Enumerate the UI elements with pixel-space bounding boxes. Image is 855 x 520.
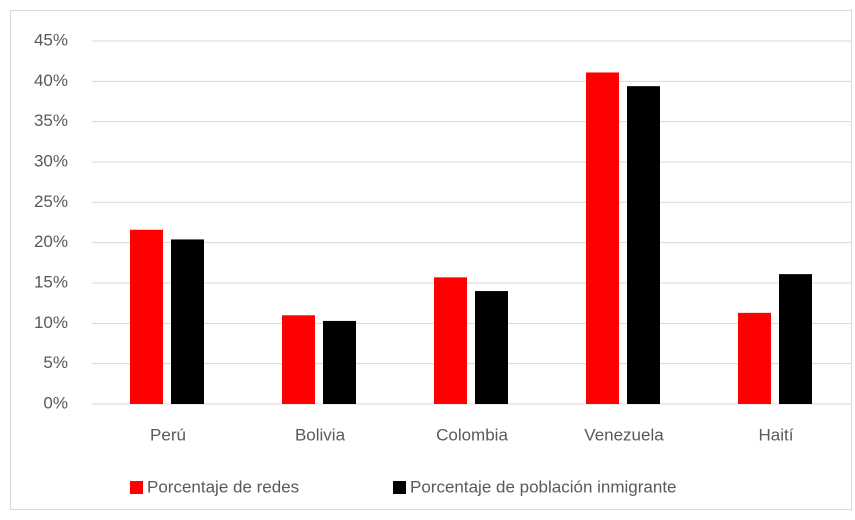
bar [171,239,204,404]
legend-label: Porcentaje de población inmigrante [410,477,677,496]
bar [475,291,508,404]
legend-swatch [130,481,143,494]
y-tick-label: 5% [43,353,68,372]
bar [130,229,163,404]
bar [779,274,812,404]
x-tick-label: Venezuela [584,425,664,444]
y-tick-label: 25% [34,192,68,211]
bar [282,315,315,404]
y-tick-label: 45% [34,30,68,49]
y-tick-label: 20% [34,232,68,251]
x-tick-label: Haití [759,425,794,444]
y-tick-label: 35% [34,111,68,130]
y-tick-label: 15% [34,272,68,291]
bar [627,86,660,404]
x-tick-label: Perú [150,425,186,444]
x-tick-label: Bolivia [295,425,346,444]
y-tick-label: 0% [43,393,68,412]
x-tick-label: Colombia [436,425,508,444]
y-tick-label: 30% [34,151,68,170]
y-tick-label: 40% [34,71,68,90]
bar [738,312,771,404]
legend-label: Porcentaje de redes [147,477,299,496]
bar [434,277,467,404]
bar [586,72,619,405]
y-tick-label: 10% [34,313,68,332]
legend-swatch [393,481,406,494]
bar [323,320,356,404]
